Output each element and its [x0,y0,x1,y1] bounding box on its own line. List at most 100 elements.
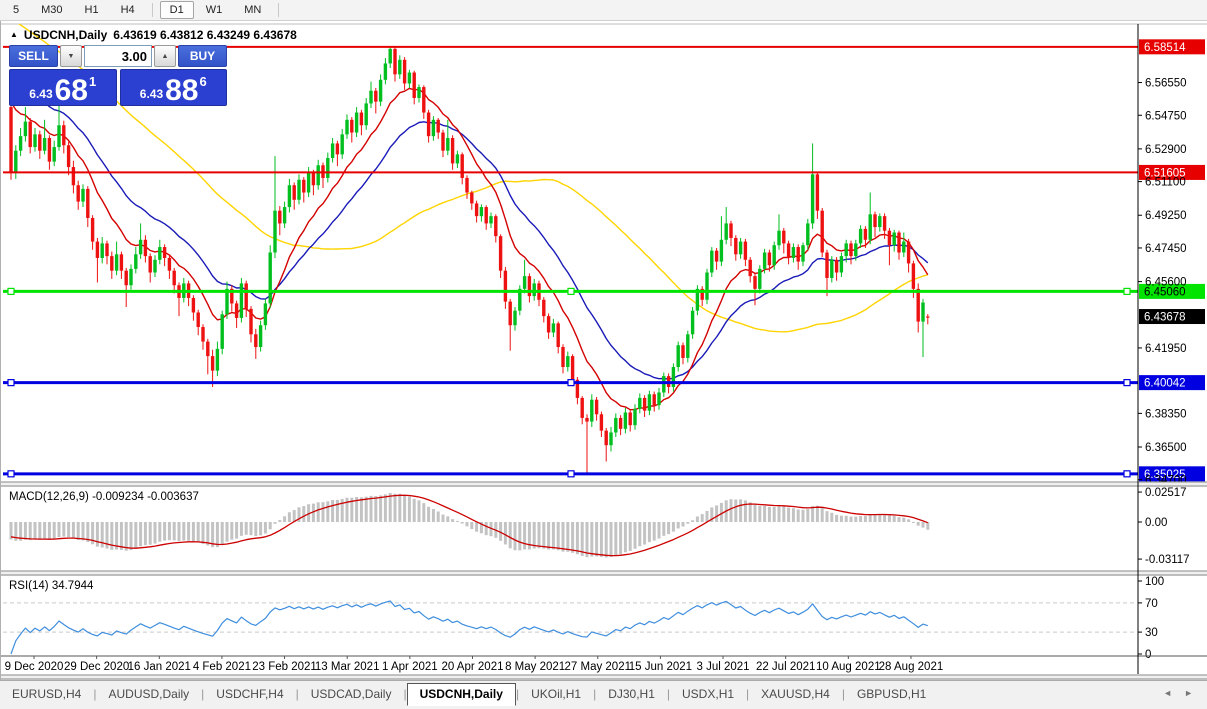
toolbar-separator [151,3,153,17]
macd-histogram-bar [369,495,373,522]
candle-body [287,185,292,208]
candle-body [575,379,580,398]
tab-scroll-left-icon[interactable]: ◄ [1163,688,1173,698]
macd-label: MACD(12,26,9) -0.009234 -0.003637 [9,491,199,503]
tab-usdchf-h4[interactable]: USDCHF,H4 [216,687,284,701]
tab-audusd-daily[interactable]: AUDUSD,Daily [108,687,190,701]
candle-body [81,188,85,202]
macd-histogram-bar [388,493,392,522]
macd-histogram-bar [902,517,906,522]
volume-increase-icon[interactable]: ▲ [154,45,176,67]
macd-histogram-bar [743,500,747,522]
candle-body [244,283,248,309]
macd-tick-label: 0.02517 [1145,487,1187,499]
timeframe-button-m30[interactable]: M30 [41,4,63,16]
timeframe-button-w1[interactable]: W1 [205,4,223,16]
volume-input[interactable] [84,45,152,67]
candle-body [494,216,498,237]
collapse-icon[interactable]: ▲ [10,29,18,39]
macd-histogram-bar [297,507,301,522]
hline-handle-support-blue-upper[interactable] [567,379,575,387]
timeframe-button-h1[interactable]: H1 [84,4,99,16]
volume-decrease-icon[interactable]: ▼ [60,45,82,67]
candle-body [863,228,868,240]
chart-background [1,21,1207,680]
candle-body [681,345,685,358]
macd-histogram-bar [43,522,47,540]
macd-histogram-bar [787,507,791,522]
timeframe-button-mn[interactable]: MN [244,4,262,16]
macd-histogram-bar [643,522,647,545]
candle-body [436,119,440,133]
pane-separator-macd[interactable] [1,482,1207,487]
chart-canvas[interactable]: 6.58514 6.51605 6.45060 6.40042 6.35025 6.565… [1,21,1207,680]
candle-body [206,341,210,357]
y-tick-label: 6.54750 [1145,110,1187,122]
hline-handle-support-green[interactable] [7,287,15,296]
candle-body [18,136,23,151]
macd-histogram-bar [518,522,522,551]
macd-histogram-bar [883,514,887,522]
hline-handle-support-blue-upper[interactable] [7,379,15,387]
timeframe-button-h4[interactable]: H4 [120,4,135,16]
macd-histogram-bar [734,499,738,522]
candle-body [518,288,522,311]
bid-price-box[interactable]: 6.43 68 1 [9,69,117,106]
x-axis-label: 1 Apr 2021 [382,661,438,673]
hline-handle-support-green[interactable] [567,287,575,296]
sell-button[interactable]: SELL [9,45,58,67]
candle-body [926,316,930,318]
candle-body [225,288,229,315]
macd-histogram-bar [868,514,872,522]
macd-histogram-bar [167,522,171,541]
hline-handle-support-blue-upper[interactable] [1123,379,1131,387]
macd-histogram-bar [407,496,411,522]
timeframe-button-5[interactable]: 5 [13,4,20,16]
macd-histogram-bar [551,522,555,550]
macd-histogram-bar [235,522,239,539]
tab-eurusd-h4[interactable]: EURUSD,H4 [12,687,82,701]
ma-slow-yellow [18,24,928,333]
candle-body [642,397,647,411]
bid-price-small: 6.43 [29,87,53,101]
axis-tabbar-divider[interactable] [1,675,1207,680]
candle-body [158,247,162,260]
candle-body [594,399,599,415]
pane-separator-rsi[interactable] [1,571,1207,576]
macd-histogram-bar [542,522,546,549]
tab-xauusd-h4[interactable]: XAUUSD,H4 [761,687,830,701]
hline-handle-support-green[interactable] [1123,287,1131,296]
candle-body [854,243,858,257]
macd-histogram-bar [110,522,114,550]
candle-body [734,237,738,255]
candle-body [570,356,575,380]
macd-histogram-bar [619,522,623,555]
candle-body [172,270,176,286]
tab-ukoil-h1[interactable]: UKOil,H1 [531,687,582,701]
tab-usdcad-daily[interactable]: USDCAD,Daily [310,687,392,701]
timeframe-button-d1[interactable]: D1 [159,1,194,19]
hline-handle-support-blue-lower[interactable] [7,470,15,478]
x-axis-label: 8 May 2021 [505,661,565,673]
candle-body [465,177,469,193]
macd-histogram-bar [575,522,579,555]
tab-usdcnh-daily[interactable]: USDCNH,Daily [406,683,516,706]
tab-scroll-right-icon[interactable]: ► [1184,688,1193,698]
macd-histogram-bar [422,503,426,522]
ask-price-box[interactable]: 6.43 88 6 [119,69,227,106]
tab-gbpusd-h1[interactable]: GBPUSD,H1 [856,687,927,701]
candle-body [844,243,848,257]
buy-button[interactable]: BUY [178,45,227,67]
x-axis-label: 28 Aug 2021 [879,661,944,673]
macd-histogram-bar [225,522,229,542]
candle-body [633,408,637,426]
candle-body [556,323,560,348]
candle-body [839,256,844,273]
tab-dj30-h1[interactable]: DJ30,H1 [608,687,655,701]
macd-histogram-bar [273,522,277,524]
hline-handle-support-blue-lower[interactable] [1123,470,1131,478]
rsi-line [10,600,928,655]
hline-handle-support-blue-lower[interactable] [567,470,575,478]
x-axis-label: 10 Aug 2021 [816,661,881,673]
tab-usdx-h1[interactable]: USDX,H1 [682,687,735,701]
